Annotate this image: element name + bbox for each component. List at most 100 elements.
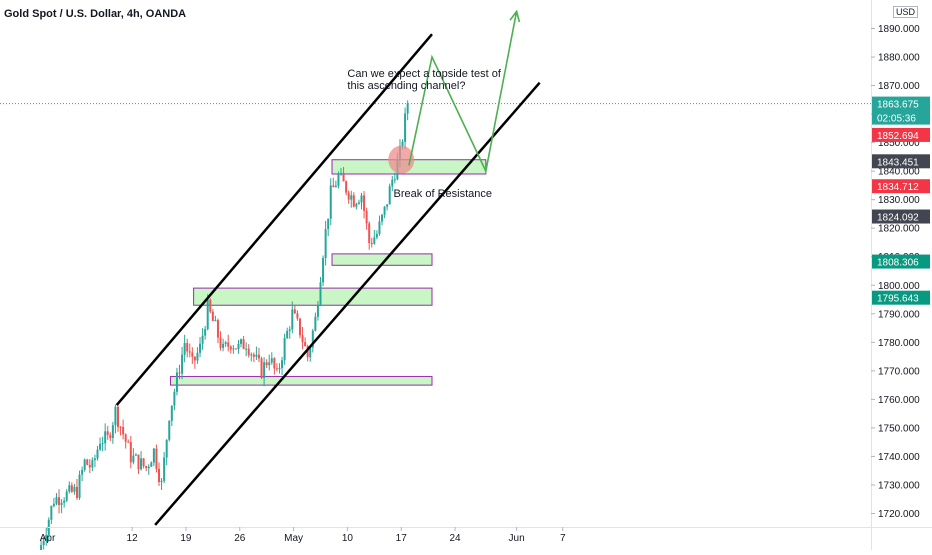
zones — [170, 159, 487, 386]
x-tick-label: 17 — [396, 533, 408, 544]
candle-body — [242, 339, 245, 349]
currency-label[interactable]: USD — [893, 6, 919, 18]
candle-body — [355, 203, 358, 207]
annotation-text[interactable]: Can we expect a topside test of this asce… — [347, 68, 501, 92]
support-resistance-zone[interactable] — [193, 287, 433, 306]
x-tick-label: 24 — [450, 533, 462, 544]
candle-body — [278, 367, 281, 369]
candle-body — [127, 441, 130, 443]
y-tick-label: 1880.000 — [878, 53, 920, 64]
breakout-marker[interactable] — [388, 145, 415, 174]
candles — [40, 100, 409, 555]
candle-body — [145, 466, 148, 469]
y-tick-label: 1830.000 — [878, 195, 920, 206]
y-tick-label: 1720.000 — [878, 509, 920, 520]
candle-body — [257, 354, 260, 359]
x-tick-label: 12 — [127, 533, 139, 544]
candle-body — [170, 405, 173, 421]
candle-body — [73, 486, 76, 492]
candle-body — [122, 427, 125, 435]
candle-body — [193, 356, 196, 361]
candle-body — [173, 391, 176, 406]
candle-body — [370, 243, 373, 245]
candle-body — [83, 459, 86, 470]
candle-body — [163, 457, 166, 481]
countdown-label: 02:05:36 — [877, 114, 916, 125]
y-tick-label: 1760.000 — [878, 395, 920, 406]
candle-body — [204, 329, 207, 336]
candle-body — [147, 466, 150, 469]
candle-body — [70, 485, 73, 492]
candle-body — [263, 362, 266, 378]
candle-body — [363, 195, 366, 211]
y-tick-label: 1750.000 — [878, 423, 920, 434]
candle-body — [345, 181, 348, 193]
candle-body — [119, 426, 122, 428]
candle-body — [55, 497, 58, 504]
chart-title: Gold Spot / U.S. Dollar, 4h, OANDA — [4, 8, 187, 20]
candle-body — [129, 442, 132, 463]
candle-body — [93, 458, 96, 461]
candle-body — [227, 342, 230, 347]
candle-body — [296, 313, 299, 319]
candle-body — [65, 491, 68, 501]
x-tick-label: 10 — [342, 533, 354, 544]
candle-body — [314, 316, 317, 331]
candle-body — [298, 318, 301, 336]
support-resistance-zone[interactable] — [170, 376, 433, 386]
candle-body — [240, 339, 243, 344]
candle-body — [96, 449, 99, 459]
candle-body — [265, 362, 268, 366]
channel-upper-line[interactable] — [115, 33, 433, 406]
candle-body — [375, 233, 378, 238]
candle-body — [104, 431, 107, 444]
annotation-line: Break of Resistance — [394, 188, 492, 200]
price-label-text: 1863.675 — [877, 100, 919, 111]
candle-body — [316, 305, 319, 317]
candle-body — [211, 311, 214, 321]
price-label-text: 1808.306 — [877, 258, 919, 269]
candle-body — [188, 351, 191, 353]
candle-body — [322, 258, 325, 283]
price-label-text: 1824.092 — [877, 213, 919, 224]
candle-body — [150, 462, 153, 467]
candle-body — [304, 342, 307, 347]
projection-path[interactable] — [408, 11, 518, 174]
candle-body — [186, 343, 189, 352]
y-tick-label: 1790.000 — [878, 309, 920, 320]
candle-body — [360, 195, 363, 203]
y-tick-label: 1850.000 — [878, 138, 920, 149]
candle-body — [114, 406, 117, 426]
channel-lower-line[interactable] — [154, 81, 541, 526]
y-tick-label: 1800.000 — [878, 281, 920, 292]
x-tick-label: 26 — [234, 533, 246, 544]
y-tick-label: 1870.000 — [878, 81, 920, 92]
candle-body — [293, 309, 296, 314]
candle-body — [199, 343, 202, 353]
candle-body — [311, 330, 314, 348]
candle-body — [319, 282, 322, 306]
candle-body — [134, 454, 137, 456]
candle-body — [383, 206, 386, 215]
candle-body — [368, 223, 371, 244]
candle-body — [332, 185, 335, 188]
candle-body — [386, 204, 389, 207]
candle-body — [373, 237, 376, 244]
candle-body — [216, 320, 219, 338]
annotation-text[interactable]: Break of Resistance — [394, 188, 492, 200]
candle-body — [342, 172, 345, 182]
candle-body — [365, 210, 368, 224]
candle-body — [50, 506, 53, 520]
candle-body — [404, 113, 407, 142]
candle-body — [168, 420, 171, 440]
annotation-line: Can we expect a topside test of — [347, 68, 501, 80]
candle-body — [381, 214, 384, 222]
candle-body — [40, 545, 43, 555]
candle-body — [337, 174, 340, 186]
candle-body — [401, 141, 404, 147]
candle-body — [42, 540, 45, 546]
candle-body — [406, 103, 409, 114]
candle-body — [140, 458, 143, 470]
